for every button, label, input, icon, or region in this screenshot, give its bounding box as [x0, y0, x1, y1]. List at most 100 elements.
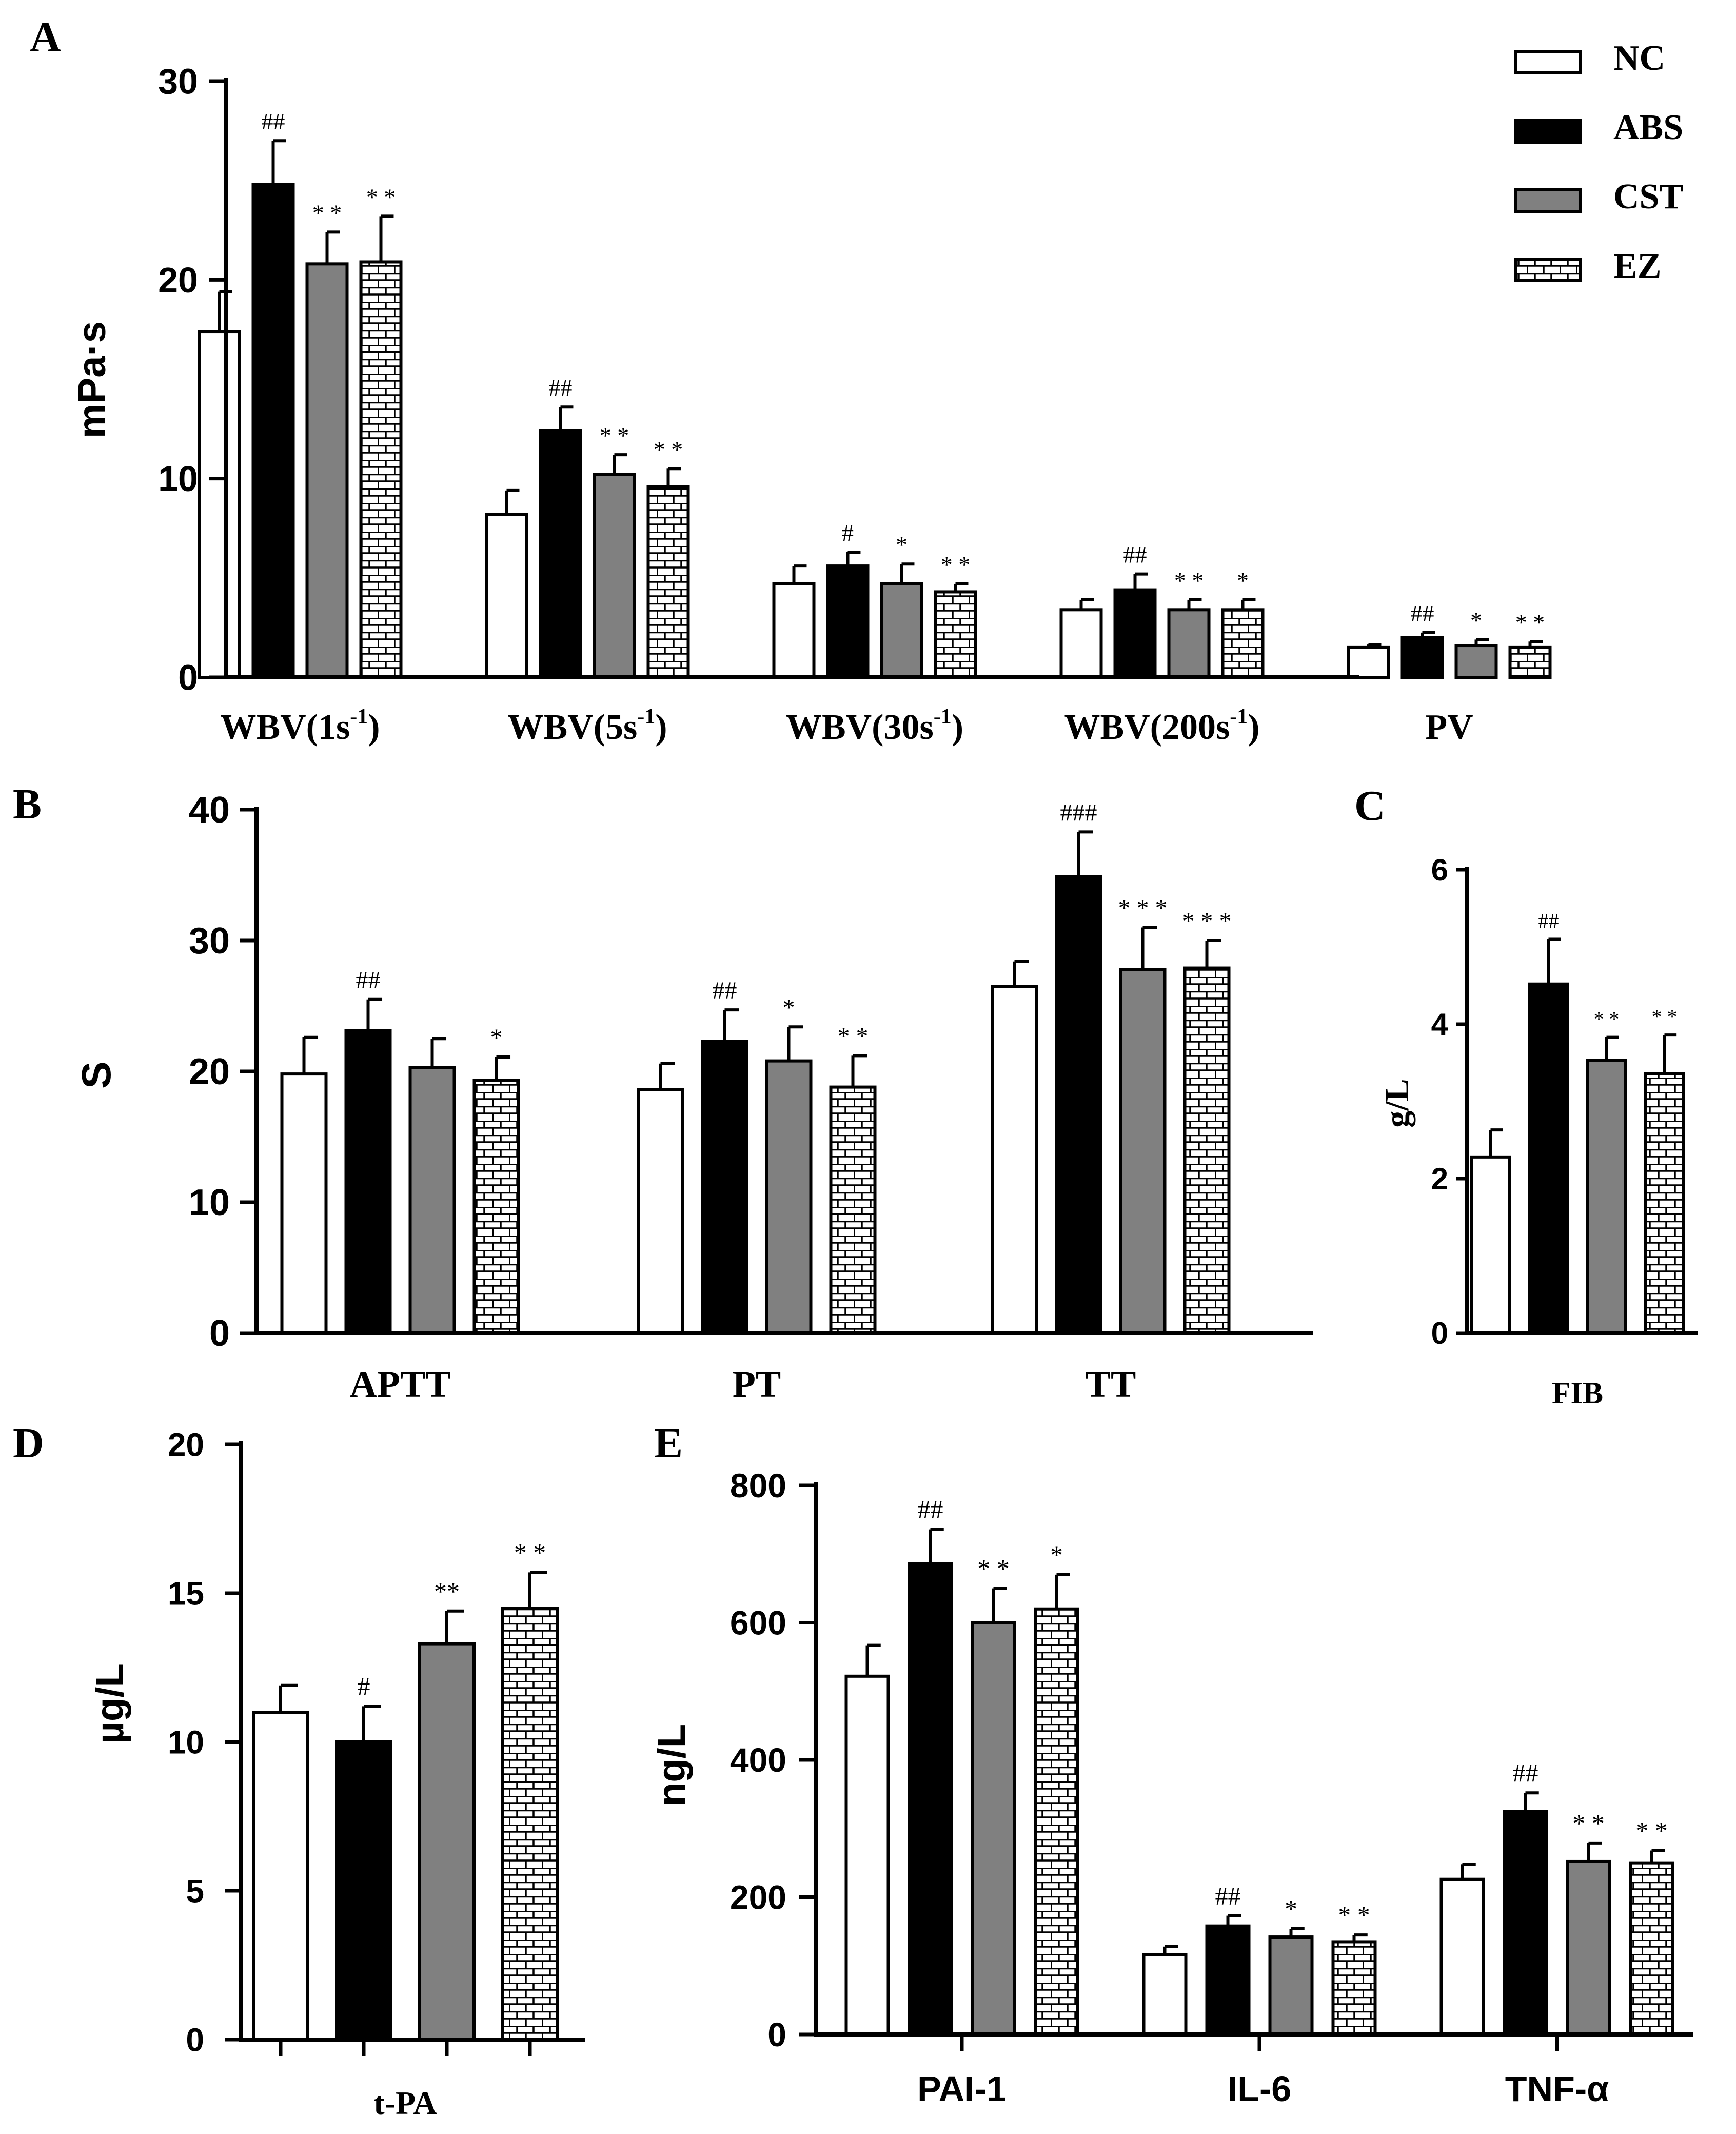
bar-abs-wbv-5s-1 [539, 429, 582, 679]
bar-cst-wbv-5s-1 [593, 473, 636, 679]
bar-cst-wbv-30s-1 [880, 582, 923, 679]
bar-ez-pai-1 [1034, 1607, 1079, 2036]
significance-mark-cst-wbv-1s-1: * * [312, 200, 342, 226]
y-tick-label: 200 [730, 1878, 786, 1916]
y-axis-label: µg/L [88, 1663, 132, 1744]
significance-mark-abs-tt: ### [1060, 799, 1097, 826]
y-tick-label: 30 [158, 62, 198, 102]
bar-ez-wbv-30s-1 [934, 590, 977, 679]
significance-mark-cst-fib: * * [1594, 1008, 1620, 1031]
y-tick-label: 20 [189, 1051, 230, 1092]
bar-nc-t-pa [252, 1711, 309, 2041]
significance-mark-abs-wbv-30s-1: # [842, 520, 854, 546]
significance-mark-ez-t-pa: * * [514, 1538, 546, 1567]
category-label-wbv-5s-1: WBV(5s-1) [507, 705, 667, 747]
significance-mark-ez-pt: * * [838, 1023, 869, 1050]
y-tick-label: 15 [168, 1575, 204, 1612]
bar-nc-il-6 [1142, 1953, 1188, 2037]
significance-mark-cst-pt: * [783, 994, 795, 1021]
y-tick-label: 4 [1431, 1007, 1449, 1042]
y-axis-label: g/L [1378, 1079, 1416, 1127]
bar-abs-t-pa [335, 1740, 392, 2041]
panel-c: C ## * * * * 0 2 4 6 g/L FIB [1354, 782, 1698, 1410]
y-tick-label: 10 [168, 1724, 204, 1760]
bar-nc-pai-1 [844, 1674, 890, 2036]
significance-mark-cst-tt: * * * [1118, 895, 1168, 922]
significance-mark-ez-wbv-30s-1: * * [941, 552, 971, 578]
significance-mark-ez-fib: * * [1652, 1005, 1678, 1028]
significance-mark-abs-pv: ## [1411, 600, 1434, 627]
bar-nc-tnf [1439, 1877, 1485, 2037]
panel-d: D # ** * * 0 5 10 15 20 µg/L t-PA [13, 1419, 585, 2121]
panel-label-c: C [1354, 782, 1386, 830]
bar-abs-wbv-30s-1 [826, 564, 870, 679]
significance-mark-ez-aptt: * [490, 1024, 503, 1051]
significance-mark-abs-fib: ## [1538, 909, 1559, 932]
bar-ez-wbv-200s-1 [1221, 608, 1265, 679]
significance-mark-abs-t-pa: # [358, 1672, 370, 1700]
significance-mark-abs-pai-1: ## [918, 1495, 943, 1524]
bar-abs-il-6 [1205, 1924, 1251, 2037]
y-tick-label: 20 [168, 1426, 204, 1463]
y-tick-label: 20 [158, 260, 198, 300]
bar-abs-tt [1055, 875, 1102, 1335]
bar-cst-pt [765, 1059, 813, 1335]
y-tick-label: 0 [767, 2015, 786, 2053]
bar-nc-wbv-30s-1 [772, 582, 816, 679]
category-label-il-6: IL-6 [1228, 2069, 1291, 2109]
bar-ez-wbv-1s-1 [359, 260, 403, 679]
category-label-wbv-200s-1: WBV(200s-1) [1064, 705, 1259, 747]
panel-label-a: A [30, 13, 61, 61]
y-axis-label: S [73, 1061, 119, 1088]
significance-mark-cst-wbv-5s-1: * * [600, 422, 629, 448]
category-label-pai-1: PAI-1 [917, 2069, 1007, 2109]
bar-ez-pt [829, 1085, 877, 1335]
bar-abs-wbv-200s-1 [1113, 588, 1157, 679]
y-tick-label: 40 [189, 790, 230, 831]
bar-abs-fib [1528, 982, 1569, 1335]
legend-label-ez: EZ [1613, 246, 1661, 286]
bar-nc-wbv-1s-1 [198, 330, 241, 679]
significance-mark-ez-tnf: * * [1635, 1816, 1668, 1845]
bar-ez-aptt [472, 1079, 520, 1335]
legend-label-cst: CST [1613, 177, 1683, 217]
category-label-t-pa: t-PA [373, 2085, 437, 2121]
bar-ez-t-pa [501, 1607, 559, 2041]
bar-ez-wbv-5s-1 [646, 485, 690, 679]
y-tick-label: 2 [1431, 1162, 1448, 1196]
bar-cst-wbv-200s-1 [1167, 608, 1211, 679]
y-axis-label: mPa·s [70, 321, 114, 438]
significance-mark-abs-pt: ## [713, 977, 737, 1004]
significance-mark-abs-wbv-200s-1: ## [1123, 542, 1147, 568]
bar-abs-wbv-1s-1 [251, 183, 295, 679]
significance-mark-abs-wbv-5s-1: ## [549, 375, 573, 401]
bar-cst-aptt [408, 1066, 456, 1335]
significance-mark-cst-il-6: * [1285, 1894, 1297, 1923]
y-tick-label: 5 [186, 1872, 204, 1909]
y-tick-label: 0 [186, 2021, 204, 2058]
bar-abs-tnf [1503, 1810, 1548, 2036]
category-label-wbv-1s-1: WBV(1s-1) [220, 705, 380, 747]
significance-mark-ez-pv: * * [1515, 609, 1545, 635]
bar-nc-fib [1470, 1155, 1511, 1335]
bar-cst-pai-1 [971, 1621, 1016, 2036]
significance-mark-cst-wbv-30s-1: * [896, 532, 908, 558]
legend-swatch-ez [1514, 258, 1582, 282]
bar-ez-tnf [1629, 1861, 1674, 2036]
bar-cst-fib [1586, 1059, 1627, 1335]
significance-mark-abs-il-6: ## [1215, 1882, 1241, 1910]
bar-nc-pt [637, 1088, 684, 1335]
significance-mark-ez-il-6: * * [1338, 1901, 1370, 1929]
y-tick-label: 10 [158, 459, 198, 499]
panel-label-d: D [13, 1419, 44, 1467]
category-label-tnf: TNF-α [1505, 2069, 1609, 2109]
significance-mark-abs-aptt: ## [356, 967, 381, 994]
bar-cst-il-6 [1268, 1935, 1314, 2036]
significance-mark-cst-pai-1: * * [977, 1554, 1010, 1583]
y-tick-label: 0 [178, 658, 198, 698]
bar-abs-pv [1400, 636, 1444, 679]
bar-cst-tnf [1566, 1859, 1611, 2036]
legend-label-nc: NC [1613, 38, 1665, 78]
